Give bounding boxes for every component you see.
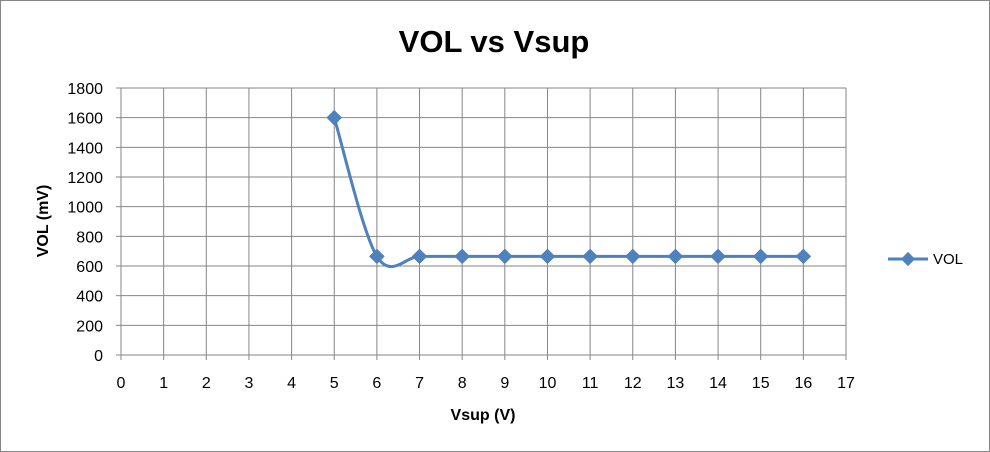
y-tick-label: 1400	[67, 140, 103, 157]
x-tick-label: 4	[287, 375, 296, 392]
x-tick-label: 7	[415, 375, 424, 392]
x-tick-label: 3	[244, 375, 253, 392]
x-tick-label: 16	[794, 375, 812, 392]
x-tick-label: 5	[330, 375, 339, 392]
x-axis-title: Vsup (V)	[451, 407, 516, 424]
y-tick-label: 0	[94, 348, 103, 365]
y-tick-label: 400	[76, 289, 103, 306]
y-tick-label: 1200	[67, 170, 103, 187]
chart-title: VOL vs Vsup	[399, 24, 590, 59]
y-tick-label: 1800	[67, 81, 103, 98]
y-tick-label: 800	[76, 229, 103, 246]
data-point-marker	[497, 248, 513, 265]
axes	[116, 87, 847, 360]
x-tick-label: 13	[667, 375, 685, 392]
x-tick-label: 2	[202, 375, 211, 392]
data-point-marker	[667, 248, 684, 265]
legend: VOL	[888, 251, 963, 268]
series-line-vol	[332, 117, 804, 269]
x-tick-label: 15	[752, 375, 770, 392]
data-point-marker	[582, 248, 598, 265]
y-tick-label: 600	[76, 259, 103, 276]
y-tick-label: 1600	[67, 111, 103, 128]
y-tick-label: 1000	[67, 200, 103, 217]
x-tick-label: 11	[582, 375, 599, 392]
data-point-marker	[752, 248, 769, 265]
series-group	[326, 109, 812, 269]
y-tick-label: 200	[76, 318, 103, 335]
x-tick-label: 6	[372, 375, 381, 392]
legend-marker	[900, 251, 916, 267]
x-tick-label: 8	[458, 375, 467, 392]
gridlines	[120, 87, 847, 356]
data-point-marker	[411, 248, 428, 265]
x-tick-labels: 0 1 2 3 4 5 6 7 8 9 10 11 12 13 14 15 16 17	[117, 375, 855, 392]
legend-label-vol: VOL	[933, 251, 963, 268]
x-tick-label: 12	[624, 375, 642, 392]
y-axis-title: VOL (mV)	[35, 185, 52, 258]
x-tick-label: 17	[837, 375, 855, 392]
data-point-marker	[539, 248, 556, 265]
data-point-marker	[369, 248, 385, 265]
x-tick-label: 9	[500, 375, 509, 392]
x-tick-label: 0	[117, 375, 126, 392]
data-point-marker	[624, 248, 641, 265]
data-point-marker	[795, 248, 812, 265]
x-tick-label: 14	[709, 375, 727, 392]
data-point-marker	[454, 248, 470, 265]
data-point-marker	[326, 109, 343, 126]
y-tick-labels: 0 200 400 600 800 1000 1200 1400 1600 1800	[67, 81, 103, 365]
x-tick-label: 1	[159, 375, 168, 392]
data-point-marker	[710, 248, 726, 265]
x-tick-label: 10	[539, 375, 557, 392]
